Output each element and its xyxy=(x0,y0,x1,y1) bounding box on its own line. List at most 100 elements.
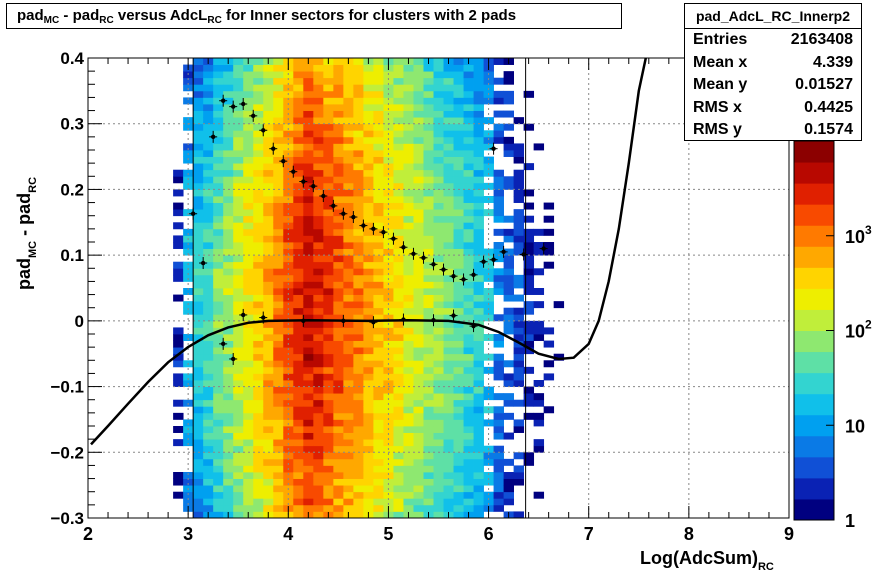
heatmap-cell xyxy=(303,123,314,131)
heatmap-cell xyxy=(493,136,504,144)
heatmap-cell xyxy=(373,406,384,414)
heatmap-cell xyxy=(203,209,214,217)
heatmap-cell xyxy=(433,255,444,263)
heatmap-cell xyxy=(223,432,234,440)
heatmap-cell xyxy=(473,472,484,479)
heatmap-cell xyxy=(423,104,434,111)
heatmap-cell xyxy=(303,77,314,85)
heatmap-cell xyxy=(513,320,525,328)
palette-tick-label: 102 xyxy=(845,318,872,342)
heatmap-cell xyxy=(413,104,424,111)
heatmap-cell xyxy=(203,393,214,401)
heatmap-cell xyxy=(433,90,444,98)
heatmap-cell xyxy=(383,248,394,256)
heatmap-cell xyxy=(203,261,214,269)
heatmap-cell xyxy=(403,248,414,256)
stats-label: RMS x xyxy=(693,98,742,116)
heatmap-cell xyxy=(423,498,434,506)
heatmap-cell xyxy=(223,123,234,131)
heatmap-cell xyxy=(253,301,264,309)
heatmap-cell xyxy=(173,399,184,407)
heatmap-cell xyxy=(303,176,314,184)
heatmap-cell xyxy=(313,150,324,157)
heatmap-cell xyxy=(513,478,525,486)
heatmap-cell xyxy=(513,340,525,348)
heatmap-cell xyxy=(433,353,444,361)
heatmap-cell xyxy=(293,432,304,440)
heatmap-cell xyxy=(203,77,214,85)
heatmap-cell xyxy=(453,485,464,493)
heatmap-cell xyxy=(373,360,384,368)
heatmap-cell xyxy=(223,176,234,184)
heatmap-cell xyxy=(433,472,444,479)
heatmap-cell xyxy=(443,452,454,460)
heatmap-cell xyxy=(393,196,404,203)
heatmap-cell xyxy=(413,373,424,381)
heatmap-cell xyxy=(363,97,374,105)
heatmap-cell xyxy=(433,511,444,519)
heatmap-cell xyxy=(473,169,484,177)
heatmap-cell xyxy=(413,117,424,125)
heatmap-cell xyxy=(393,485,404,493)
heatmap-cell xyxy=(353,472,364,479)
heatmap-cell xyxy=(383,182,394,190)
heatmap-cell xyxy=(343,399,354,407)
heatmap-cell xyxy=(353,412,364,420)
heatmap-cell xyxy=(493,366,504,374)
heatmap-cell xyxy=(243,64,254,72)
heatmap-cell xyxy=(283,123,294,131)
stats-row-entries: Entries 2163408 xyxy=(685,29,861,52)
heatmap-cell xyxy=(453,255,464,263)
plot-frame xyxy=(87,57,790,519)
heatmap-cell xyxy=(493,465,504,473)
heatmap-cell xyxy=(353,143,364,151)
heatmap-cell xyxy=(253,426,264,433)
heatmap-cell xyxy=(313,71,324,79)
heatmap-cell xyxy=(263,143,274,151)
heatmap-cell xyxy=(263,452,274,460)
heatmap-cell xyxy=(193,301,204,309)
heatmap-cell xyxy=(533,412,545,420)
heatmap-cell xyxy=(223,380,234,387)
heatmap-cell xyxy=(213,143,224,151)
heatmap-cell xyxy=(503,110,515,118)
heatmap-cell xyxy=(503,261,515,269)
heatmap-cell xyxy=(243,432,254,440)
heatmap-cell xyxy=(413,97,424,105)
heatmap-cell xyxy=(263,130,274,138)
heatmap-cell xyxy=(303,143,314,151)
heatmap-cell xyxy=(203,110,214,118)
heatmap-cell xyxy=(223,97,234,105)
heatmap-cell xyxy=(353,58,364,65)
heatmap-cell xyxy=(323,209,334,217)
heatmap-cell xyxy=(423,169,434,177)
heatmap-cell xyxy=(373,472,384,479)
heatmap-cell xyxy=(203,452,214,460)
heatmap-cell xyxy=(383,307,394,315)
heatmap-cell xyxy=(193,399,204,407)
heatmap-cell xyxy=(243,327,254,335)
heatmap-cell xyxy=(503,71,515,79)
profile-upper-point xyxy=(321,193,326,199)
heatmap-cell xyxy=(383,97,394,105)
heatmap-cell xyxy=(373,301,384,309)
heatmap-cell xyxy=(173,294,184,302)
heatmap-cell xyxy=(203,432,214,440)
heatmap-cell xyxy=(393,117,404,125)
heatmap-cell xyxy=(273,393,284,401)
heatmap-cell xyxy=(423,130,434,138)
heatmap-cell xyxy=(323,268,334,276)
heatmap-cell xyxy=(373,478,384,486)
heatmap-cell xyxy=(233,274,244,282)
heatmap-cell xyxy=(193,90,204,98)
profile-upper-point xyxy=(331,203,336,209)
heatmap-cell xyxy=(293,393,304,401)
heatmap-cell xyxy=(333,465,344,473)
heatmap-cell xyxy=(493,110,504,118)
heatmap-cell xyxy=(333,478,344,486)
x-tick-label: 9 xyxy=(784,524,794,544)
heatmap-cell xyxy=(253,353,264,361)
heatmap-cell xyxy=(323,340,334,348)
heatmap-cell xyxy=(353,307,364,315)
heatmap-cell xyxy=(483,136,494,144)
